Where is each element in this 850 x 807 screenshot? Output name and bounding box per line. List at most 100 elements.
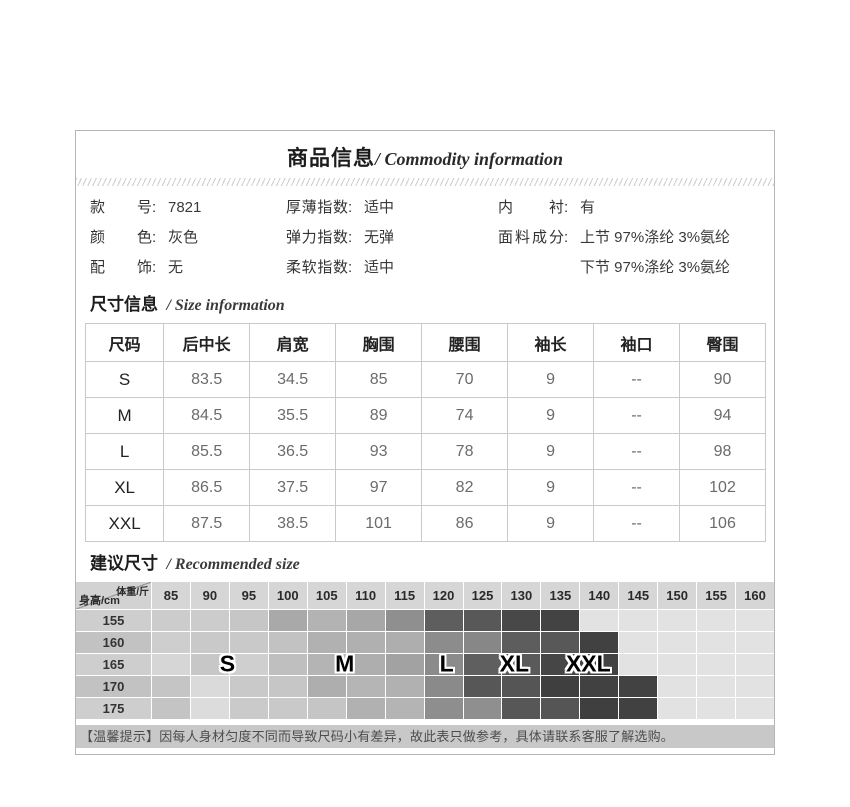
- corner-cell: 体重/斤 身高/cm: [76, 582, 151, 609]
- grid-cell: [502, 676, 541, 697]
- size-value-cell: 70: [421, 361, 509, 398]
- size-letter-xl: XL: [499, 650, 530, 677]
- recommend-grid-wrap: 体重/斤 身高/cm 85 90 95 100 105 110 115 120 125 130 135 1…: [76, 582, 774, 719]
- info-column-3: 内衬: 有面料成分: 上节 97%涤纶 3%氨纶 下节 97%涤纶 3%氨纶: [498, 193, 760, 283]
- info-value: 上节 97%涤纶 3%氨纶: [580, 229, 731, 246]
- grid-cell: [463, 698, 502, 719]
- grid-cell: [502, 698, 541, 719]
- size-value-cell: 97: [335, 469, 423, 506]
- grid-cell: [229, 676, 268, 697]
- size-table-header-cell: 腰围: [421, 323, 509, 362]
- info-value: 有: [580, 199, 596, 216]
- size-letter-l: L: [439, 650, 454, 677]
- hatch-divider: [76, 178, 774, 186]
- grid-cell: [619, 698, 658, 719]
- size-value-cell: 35.5: [249, 397, 337, 434]
- grid-cell: [619, 676, 658, 697]
- grid-cell: [424, 632, 463, 653]
- info-colon: :: [564, 229, 569, 246]
- weight-header-cell: 150: [658, 582, 697, 609]
- size-value-cell: --: [593, 397, 680, 434]
- info-value: 7821: [168, 199, 202, 216]
- grid-cell: [541, 610, 580, 631]
- size-value-cell: 87.5: [163, 505, 251, 542]
- height-label-cell: 155: [76, 610, 151, 631]
- size-name-cell: S: [84, 361, 165, 398]
- grid-cell: [580, 698, 619, 719]
- size-letter-s: S: [219, 650, 236, 677]
- grid-cell: [229, 698, 268, 719]
- weight-header-cell: 100: [268, 582, 307, 609]
- size-value-cell: 82: [421, 469, 509, 506]
- size-value-cell: 9: [507, 397, 595, 434]
- info-column-2: 厚薄指数: 适中 弹力指数: 无弹 柔软指数: 适中: [286, 193, 498, 283]
- size-value-cell: 84.5: [163, 397, 251, 434]
- info-label: 内衬: [498, 199, 564, 216]
- info-colon: :: [152, 229, 157, 246]
- size-table-header-row: 尺码 后中长 肩宽 胸围 腰围 袖长 袖口 臀围: [84, 323, 766, 362]
- info-label: 弹力指数: [286, 229, 348, 246]
- grid-cell: [307, 698, 346, 719]
- grid-cell: [190, 654, 229, 675]
- size-value-cell: --: [593, 505, 680, 542]
- info-label: 款号: [90, 199, 152, 216]
- grid-cell: [152, 654, 190, 675]
- grid-cell: [658, 654, 697, 675]
- commodity-title-cn: 商品信息: [286, 147, 375, 170]
- grid-cell: [697, 610, 736, 631]
- grid-cell: [424, 698, 463, 719]
- size-value-cell: --: [593, 361, 680, 398]
- size-table-header-cell: 臀围: [679, 323, 766, 362]
- grid-cell: [619, 654, 658, 675]
- info-item: 颜色: 灰色: [90, 223, 286, 253]
- grid-cell: [697, 654, 736, 675]
- info-grid: 款号: 7821 颜色: 灰色 配饰: 无 厚薄指数: 适中 弹力指数: 无弹 柔软指数: 适中 内…: [90, 193, 760, 283]
- corner-weight-label: 体重/斤: [116, 587, 149, 598]
- info-value: 下节 97%涤纶 3%氨纶: [580, 259, 731, 276]
- size-table-row: L 85.5 36.5 93 78 9 -- 98: [84, 433, 766, 470]
- info-label: 柔软指数: [286, 259, 348, 276]
- size-name-cell: M: [84, 397, 165, 434]
- info-value: 无: [168, 259, 184, 276]
- size-name-cell: XXL: [84, 505, 165, 542]
- size-table-header-cell: 后中长: [163, 323, 251, 362]
- weight-header-cell: 120: [424, 582, 463, 609]
- grid-cell: [346, 654, 385, 675]
- size-table-header-cell: 尺码: [84, 323, 165, 362]
- grid-cell: [736, 698, 774, 719]
- size-value-cell: 83.5: [163, 361, 251, 398]
- grid-cell: [502, 654, 541, 675]
- size-name-cell: XL: [84, 469, 165, 506]
- weight-header-cell: 130: [502, 582, 541, 609]
- recommend-title-en: / Recommended size: [166, 556, 300, 573]
- size-letter-m: M: [335, 650, 355, 677]
- size-letter-xxl: XXL: [565, 650, 611, 677]
- size-info-title: 尺寸信息 / Size information: [90, 295, 774, 315]
- height-label-cell: 160: [76, 632, 151, 653]
- weight-header-cell: 160: [736, 582, 774, 609]
- grid-cell: [580, 610, 619, 631]
- recommend-title-cn: 建议尺寸: [90, 554, 158, 573]
- grid-cell: [346, 676, 385, 697]
- size-value-cell: 98: [679, 433, 766, 470]
- grid-cell: [580, 632, 619, 653]
- info-colon: :: [348, 199, 353, 216]
- height-label-cell: 170: [76, 676, 151, 697]
- grid-cell: [463, 632, 502, 653]
- weight-header-cell: 140: [580, 582, 619, 609]
- recommend-grid: 体重/斤 身高/cm 85 90 95 100 105 110 115 120 125 130 135 1…: [76, 582, 774, 719]
- size-value-cell: 106: [679, 505, 766, 542]
- info-item: 面料成分: 上节 97%涤纶 3%氨纶: [498, 223, 760, 253]
- grid-cell: [307, 610, 346, 631]
- grid-cell: [619, 610, 658, 631]
- grid-cell: [346, 632, 385, 653]
- size-value-cell: 90: [679, 361, 766, 398]
- grid-cell: [541, 632, 580, 653]
- size-value-cell: 101: [335, 505, 423, 542]
- info-label: 颜色: [90, 229, 152, 246]
- grid-cell: [268, 654, 307, 675]
- info-colon: :: [348, 229, 353, 246]
- grid-cell: [307, 676, 346, 697]
- size-table-header-cell: 肩宽: [249, 323, 337, 362]
- weight-header-cell: 155: [697, 582, 736, 609]
